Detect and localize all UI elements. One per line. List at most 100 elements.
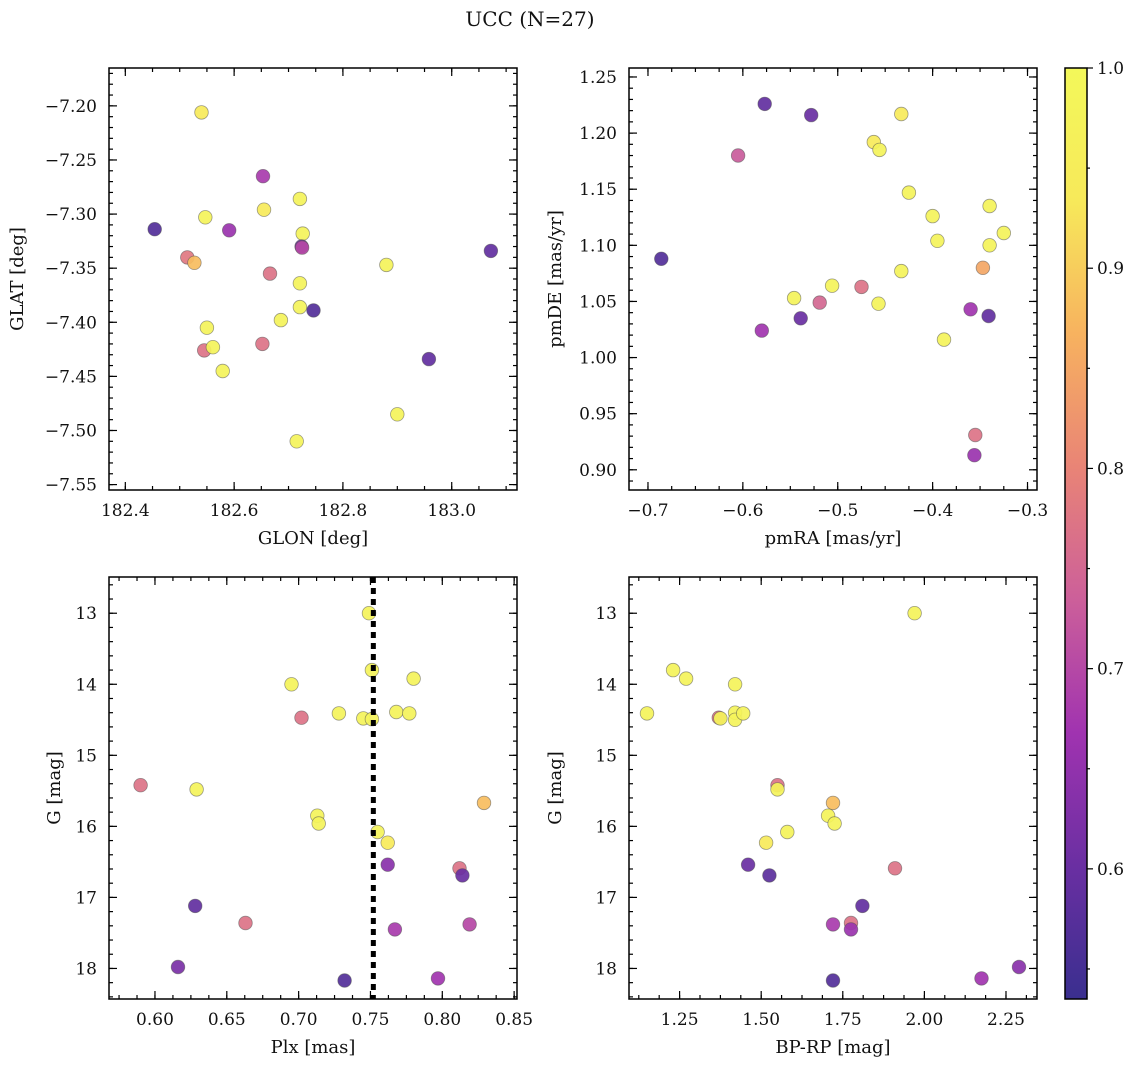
data-point (483, 243, 499, 259)
data-point (284, 677, 299, 692)
data-point (762, 868, 777, 883)
y-axis-label: G [mag] (44, 751, 65, 824)
y-tick-label: 1.25 (579, 68, 617, 88)
y-tick-label: 1.00 (579, 349, 617, 369)
scatter-panel-top-right: −0.7 −0.6 −0.5 −0.4 −0.3 0.90 0.95 1.00 1.05 1.10… (545, 67, 1048, 549)
x-tick-label: 182.4 (101, 501, 150, 521)
data-point (678, 671, 694, 686)
data-point (476, 795, 492, 811)
x-tick-label: 0.85 (495, 1010, 533, 1030)
data-point (974, 971, 989, 986)
colorbar-tick-label: 0.7 (1097, 660, 1124, 680)
data-point (855, 898, 870, 914)
data-point (306, 303, 321, 318)
y-tick-label: 17 (595, 888, 617, 908)
data-point (854, 279, 869, 295)
data-point (754, 323, 770, 338)
data-point (727, 677, 743, 692)
data-point (256, 202, 272, 217)
data-point (757, 96, 772, 112)
data-point (170, 959, 186, 975)
x-tick-label: −0.6 (722, 501, 763, 521)
y-tick-label: 15 (75, 746, 97, 766)
data-point (380, 857, 395, 872)
y-tick-label: 13 (595, 604, 617, 624)
points-group (639, 606, 1027, 988)
y-tick-label: 0.95 (579, 405, 617, 425)
data-point (967, 448, 982, 463)
data-point (894, 106, 909, 122)
data-point (421, 351, 437, 367)
x-axis-label: Plx [mas] (271, 1037, 356, 1058)
data-point (430, 971, 446, 986)
x-axis-label: GLON [deg] (258, 528, 368, 549)
data-point (930, 233, 945, 249)
data-point (901, 185, 917, 200)
data-point (255, 168, 271, 184)
x-tick-label: −0.7 (627, 501, 668, 521)
x-tick-label: 2.25 (987, 1010, 1025, 1030)
data-point (843, 922, 859, 937)
data-point (311, 816, 326, 831)
y-axis-label: pmDE [mas/yr] (545, 210, 566, 348)
y-tick-label: −7.45 (45, 367, 97, 387)
data-point (273, 312, 289, 328)
x-tick-label: 0.75 (352, 1010, 390, 1030)
x-tick-label: 0.70 (280, 1010, 318, 1030)
y-tick-label: 14 (75, 675, 97, 695)
data-point (925, 208, 940, 224)
y-tick-label: −7.50 (45, 421, 97, 441)
y-tick-label: 13 (75, 604, 97, 624)
data-point (982, 238, 997, 253)
data-point (221, 223, 237, 238)
data-point (825, 795, 841, 811)
x-tick-label: 1.75 (824, 1010, 862, 1030)
data-point (147, 221, 162, 237)
colorbar: 0.6 0.7 0.8 0.9 1.0 (1064, 59, 1124, 1000)
data-point (894, 263, 909, 279)
x-tick-label: 2.00 (905, 1010, 943, 1030)
data-point (887, 861, 903, 876)
data-point (981, 308, 996, 324)
colorbar-tick-label: 1.0 (1097, 59, 1124, 79)
data-point (872, 142, 887, 158)
data-point (187, 898, 203, 914)
y-tick-label: 1.05 (579, 292, 617, 312)
x-tick-label: 0.60 (136, 1010, 174, 1030)
data-point (871, 296, 886, 311)
data-point (824, 278, 840, 293)
y-tick-label: −7.20 (45, 97, 97, 117)
y-tick-label: 16 (75, 817, 97, 837)
y-tick-label: −7.40 (45, 313, 97, 333)
data-point (294, 240, 310, 255)
data-point (740, 857, 756, 872)
data-point (907, 606, 922, 621)
data-point (462, 917, 477, 932)
points-group (654, 96, 1012, 463)
data-point (968, 427, 983, 443)
y-tick-label: 18 (75, 959, 97, 979)
colorbar-frame (1064, 67, 1088, 1000)
data-point (379, 257, 394, 273)
data-point (975, 260, 991, 276)
x-tick-label: 183.0 (427, 501, 476, 521)
scatter-panel-bottom-right: 1.25 1.50 1.75 2.00 2.25 13 14 15 16 17 18 BP-RP [m… (545, 576, 1038, 1058)
data-point (786, 290, 802, 306)
x-tick-label: 1.25 (661, 1010, 699, 1030)
data-point (331, 706, 347, 721)
y-tick-label: 0.90 (579, 461, 617, 481)
x-tick-label: −0.3 (1007, 501, 1048, 521)
data-point (238, 915, 253, 931)
y-tick-label: −7.55 (45, 476, 97, 496)
axes-frame (108, 576, 518, 1000)
data-point (982, 198, 997, 214)
y-tick-label: 18 (595, 959, 617, 979)
data-point (654, 251, 669, 266)
data-point (825, 973, 841, 988)
y-axis-label: G [mag] (545, 751, 566, 824)
scatter-panel-bottom-left: 0.60 0.65 0.70 0.75 0.80 0.85 13 14 15 16 17 18 Plx … (44, 576, 533, 1058)
data-point (337, 973, 352, 988)
data-point (255, 336, 270, 352)
y-tick-label: 15 (595, 746, 617, 766)
